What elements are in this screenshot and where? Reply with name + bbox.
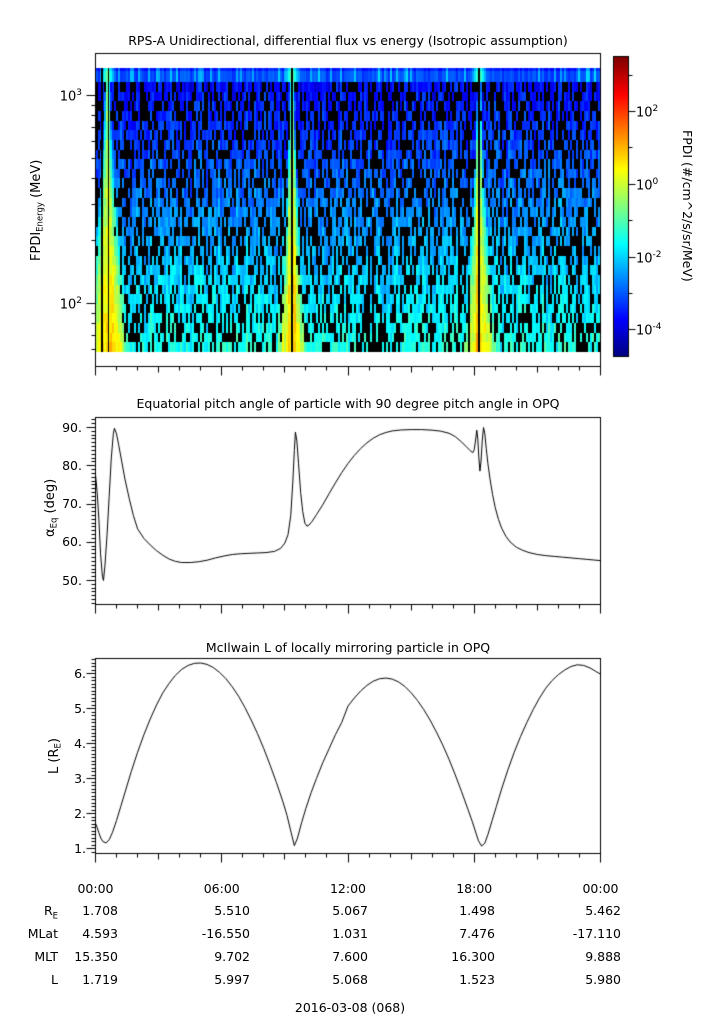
- pitch-angle-ytick-label: 50.: [62, 572, 82, 588]
- table-cell: 5.462: [585, 903, 621, 918]
- colorbar-tick-label: 10-2: [636, 249, 662, 266]
- table-cell: 1.498: [459, 903, 495, 918]
- table-cell: 4.593: [82, 926, 118, 941]
- colorbar-tick-label: 100: [636, 176, 659, 194]
- table-cell: 9.702: [214, 949, 250, 964]
- mcilwain-l-y-axis-label: L (RE): [47, 738, 64, 774]
- table-cell: 1.719: [82, 972, 118, 987]
- table-cell: 5.067: [332, 903, 368, 918]
- l-shell-ytick-label: 3.: [74, 770, 86, 786]
- date-label: 2016-03-08 (068): [294, 1000, 406, 1015]
- table-cell: 16.300: [451, 949, 495, 964]
- table-cell: 9.888: [585, 949, 621, 964]
- l-shell-ytick-label: 6.: [74, 665, 86, 681]
- table-row-label: MLat: [27, 926, 58, 941]
- table-row-label: RE: [43, 903, 58, 922]
- l-shell-ytick-label: 2.: [74, 805, 86, 821]
- flux-energy-ytick-label: 102: [59, 295, 82, 312]
- time-tick-label: 18:00: [456, 881, 493, 896]
- pitch-angle-ytick-label: 80.: [62, 457, 82, 473]
- time-tick-label: 12:00: [329, 881, 367, 896]
- table-row-label: L: [51, 972, 58, 987]
- colorbar-tick-label: 102: [636, 104, 659, 121]
- table-cell: 15.350: [74, 949, 118, 964]
- flux-energy-ytick-label: 103: [59, 87, 82, 104]
- table-cell: 5.997: [214, 972, 250, 987]
- table-cell: 1.523: [459, 972, 495, 987]
- table-cell: 5.510: [214, 903, 250, 918]
- pitch-angle-ytick-label: 60.: [62, 534, 82, 550]
- table-cell: 7.600: [332, 949, 368, 964]
- pitch-angle-title: Equatorial pitch angle of particle with …: [136, 396, 560, 411]
- spectrogram-title: RPS-A Unidirectional, differential flux …: [128, 33, 568, 48]
- l-shell-ytick-label: 5.: [74, 700, 86, 716]
- table-row-label: MLT: [34, 949, 58, 964]
- time-tick-label: 00:00: [582, 881, 619, 896]
- table-cell: -16.550: [201, 926, 250, 941]
- spectrogram-y-axis-label: FPDIEnergy (MeV): [29, 159, 46, 261]
- table-cell: 5.980: [585, 972, 621, 987]
- table-cell: 5.068: [332, 972, 368, 987]
- table-cell: -17.110: [572, 926, 621, 941]
- l-shell-ytick-label: 4.: [74, 735, 86, 751]
- pitch-angle-ytick-label: 70.: [62, 496, 82, 511]
- time-tick-label: 00:00: [77, 881, 114, 896]
- colorbar-axis-label: FPDI (#/cm^2/s/sr/MeV): [680, 129, 695, 282]
- table-cell: 1.031: [332, 926, 368, 941]
- l-shell-ytick-label: 1.: [74, 840, 86, 856]
- time-tick-label: 06:00: [203, 881, 240, 896]
- table-cell: 7.476: [459, 926, 495, 941]
- colorbar-tick-label: 10-4: [636, 322, 662, 339]
- mcilwain-l-title: McIlwain L of locally mirroring particle…: [205, 640, 491, 655]
- pitch-angle-ytick-label: 90.: [62, 419, 82, 435]
- table-cell: 1.708: [82, 903, 118, 918]
